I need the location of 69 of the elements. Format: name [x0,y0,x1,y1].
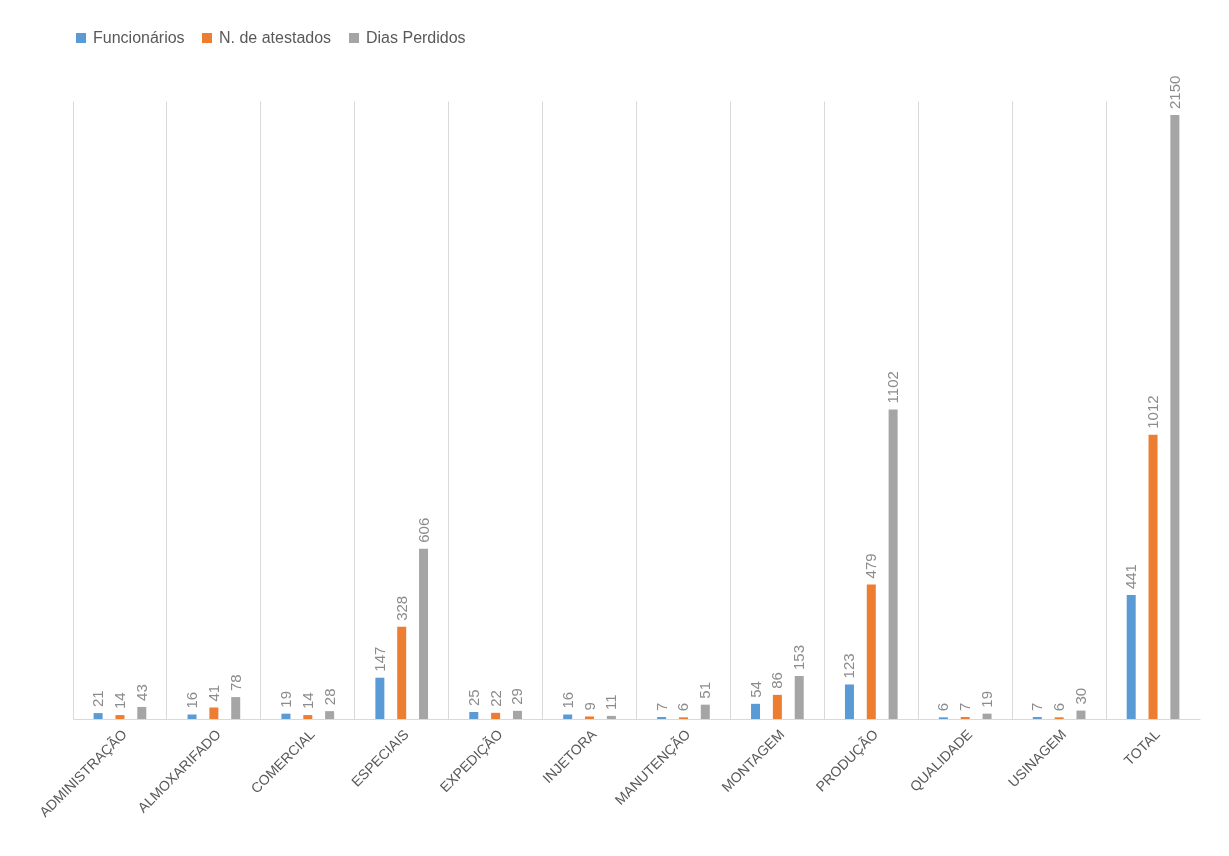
data-label: 19 [978,690,996,708]
data-label: 25 [464,689,482,706]
data-label: 2150 [1165,75,1183,110]
bar [469,711,479,719]
data-label: 11 [602,694,620,710]
bar [1148,434,1158,719]
bar [772,694,782,719]
bar [888,409,898,719]
bar [231,697,241,719]
bar [1076,710,1086,719]
bar [375,677,385,719]
bar [866,584,876,719]
bar [209,707,219,719]
data-label: 16 [558,691,576,709]
data-label: 328 [392,595,410,621]
bar [794,676,804,719]
data-label: 14 [298,692,316,710]
bar [397,626,407,719]
legend-label: Dias Perdidos [366,29,466,46]
data-label: 6 [674,702,692,712]
data-label: 479 [862,553,880,579]
bar [491,712,501,719]
data-label: 22 [486,690,504,707]
bar [606,715,616,719]
data-label: 86 [768,672,786,689]
data-label: 43 [132,684,150,701]
data-label: 7 [956,702,974,712]
data-label: 14 [110,692,128,710]
bar [563,714,573,719]
data-label: 1012 [1144,395,1162,429]
data-label: 54 [746,681,764,698]
data-label: 153 [790,644,808,671]
bar [1126,595,1136,719]
bar [982,713,992,719]
data-label: 147 [370,646,388,672]
bar [585,716,595,719]
bar [115,715,125,719]
legend-label: Funcionários [93,29,185,46]
data-label: 28 [320,688,338,706]
bar [281,713,291,719]
data-label: 441 [1122,564,1140,590]
data-label: 6 [934,702,952,712]
data-label: 1102 [884,371,902,404]
bar [751,703,761,719]
bar [325,711,335,719]
data-label: 7 [1028,702,1046,712]
bar [844,684,854,719]
data-label: 78 [226,674,244,692]
data-label: 6 [1050,702,1068,712]
bar [512,710,522,719]
bar [1170,115,1180,719]
bar [137,706,147,719]
data-label: 16 [183,691,201,709]
data-label: 7 [652,702,670,712]
data-label: 606 [414,517,432,543]
bar [419,548,429,719]
data-label: 51 [696,681,714,699]
bar [187,714,197,719]
data-label: 41 [204,684,222,702]
bar [93,713,103,719]
data-label: 21 [89,690,107,708]
bar [303,715,313,719]
data-label: 30 [1071,687,1089,705]
bar [700,704,710,719]
data-label: 19 [276,690,294,708]
legend-label: N. de atestados [219,29,332,46]
data-label: 29 [508,688,526,705]
data-label: 9 [580,702,598,711]
data-label: 123 [840,653,858,679]
